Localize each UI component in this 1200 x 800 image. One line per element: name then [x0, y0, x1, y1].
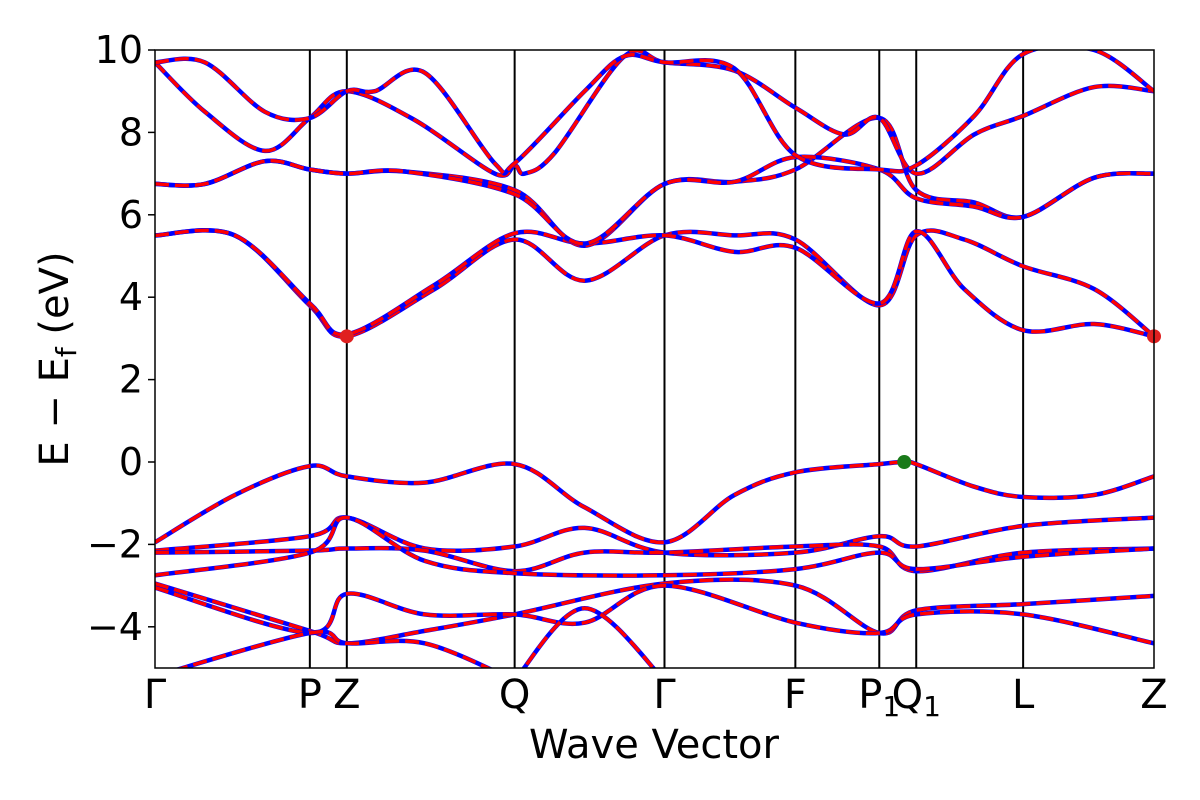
- x-tick-label-subscript: 1: [923, 690, 941, 723]
- x-tick-label-0: Γ: [144, 672, 167, 718]
- x-tick-label-main: L: [1012, 672, 1035, 718]
- band-7-dashed: [522, 606, 656, 668]
- x-tick-label-main: Q: [499, 672, 530, 718]
- band-6-dashed: [176, 630, 493, 668]
- y-axis-title: E − Ef (eV): [32, 251, 83, 466]
- y-tick-label: 8: [119, 110, 143, 154]
- x-tick-label-3: Q: [499, 672, 530, 718]
- y-tick-label: −4: [87, 605, 143, 649]
- y-axis-title-subscript: f: [50, 346, 83, 357]
- plot-frame: [154, 49, 1155, 669]
- y-tick-label: 0: [119, 440, 143, 484]
- x-tick-label-main: F: [784, 672, 807, 718]
- x-tick-label-subscript: 1: [882, 690, 900, 723]
- x-tick-label-main: P: [858, 672, 882, 718]
- band-9-dashed: [155, 228, 1154, 339]
- x-tick-label-2: Z: [333, 672, 360, 718]
- y-tick-label: 10: [95, 28, 143, 72]
- x-tick-label-7: Q1: [892, 672, 941, 723]
- x-tick-label-main: Γ: [653, 672, 676, 718]
- y-tick-label: 6: [119, 193, 143, 237]
- x-axis-title: Wave Vector: [529, 722, 780, 768]
- x-tick-label-main: Γ: [144, 672, 167, 718]
- y-tick-label: 2: [119, 358, 143, 402]
- x-tick-label-6: P1: [858, 672, 900, 723]
- y-tick-label: 4: [119, 275, 143, 319]
- band-5-dashed: [155, 583, 1154, 646]
- y-axis-ticks: −4 −2 0 2 4 6 8 10: [87, 28, 155, 649]
- x-tick-label-8: L: [1012, 672, 1035, 718]
- y-axis-title-unit: (eV): [32, 251, 78, 347]
- y-tick-label: −2: [87, 522, 143, 566]
- band-13-dashed: [155, 50, 1154, 176]
- plot-background: [155, 50, 1154, 668]
- band-11-dashed: [155, 155, 1154, 246]
- band-0-dashed: [155, 459, 1154, 545]
- x-tick-label-main: Q: [892, 672, 923, 718]
- x-tick-label-5: F: [784, 672, 807, 718]
- band-lines: [155, 50, 1154, 668]
- x-tick-label-1: P: [298, 672, 322, 718]
- x-tick-label-main: Z: [1140, 672, 1167, 718]
- vbm-marker-0: [897, 455, 912, 469]
- x-tick-label-main: Z: [333, 672, 360, 718]
- y-axis-title-main: E − E: [32, 357, 78, 467]
- x-tick-label-4: Γ: [653, 672, 676, 718]
- cbm-marker-0: [339, 329, 354, 344]
- band-3-dashed: [155, 515, 1154, 578]
- x-tick-label-9: Z: [1140, 672, 1167, 718]
- x-tick-label-main: P: [298, 672, 322, 718]
- high-symmetry-lines: [308, 50, 1025, 668]
